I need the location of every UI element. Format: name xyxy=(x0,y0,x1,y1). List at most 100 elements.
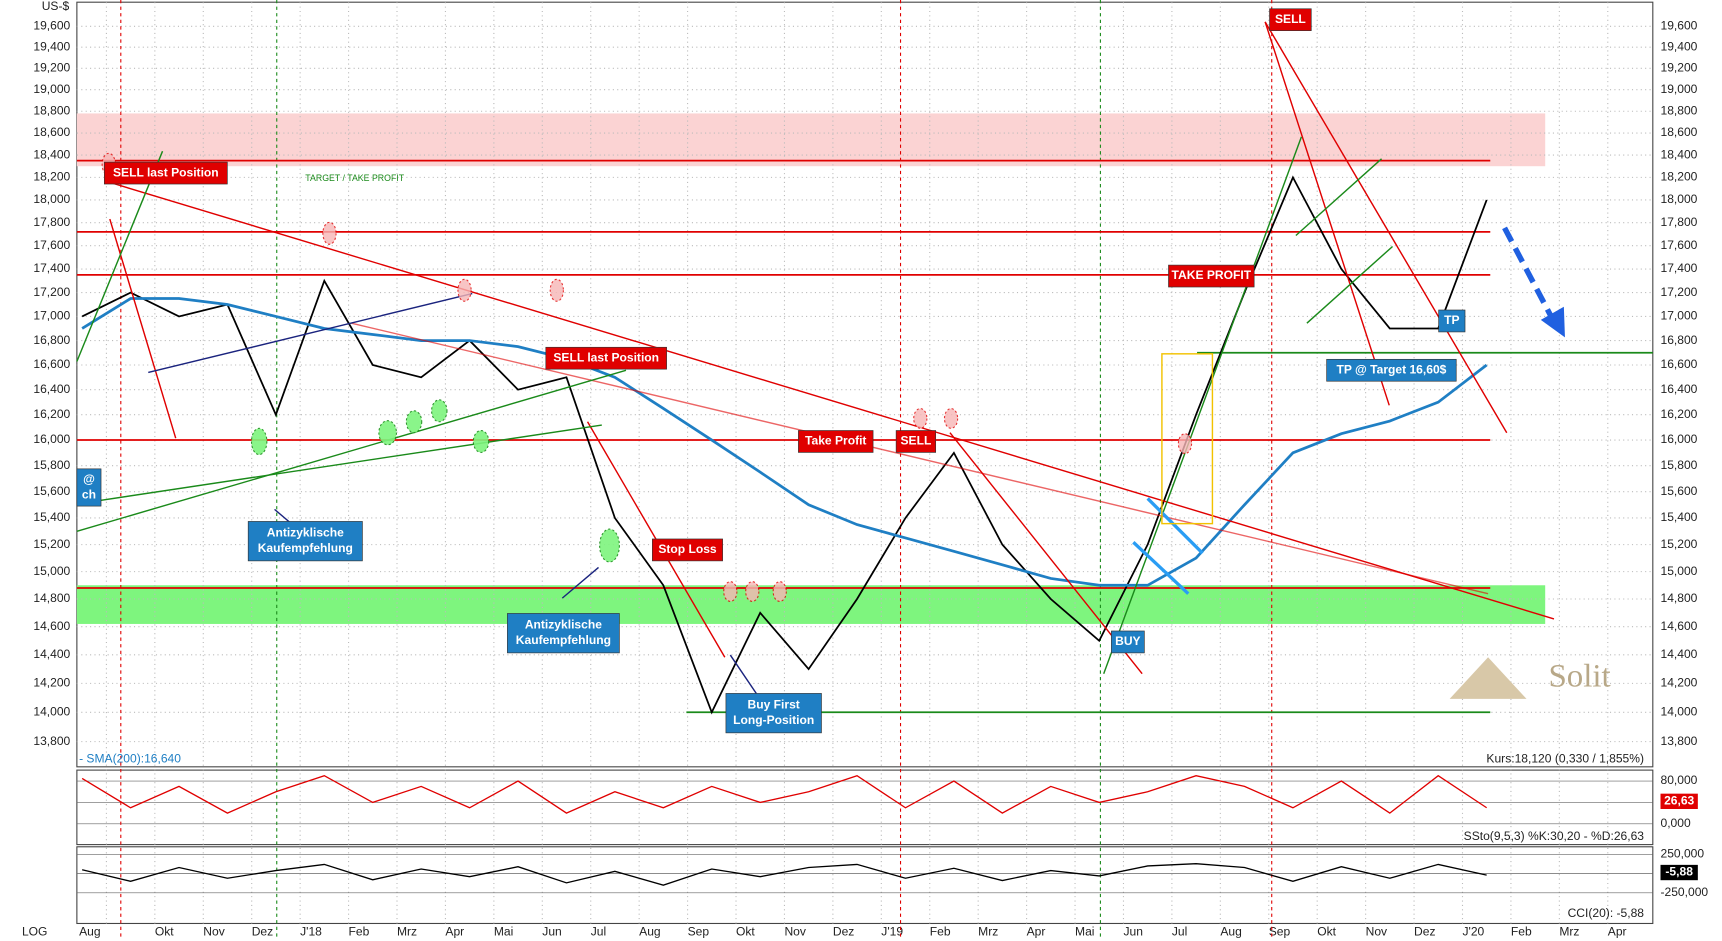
last-value-box xyxy=(1660,793,1698,809)
annotation-text: TP @ Target 16,60$ xyxy=(1337,362,1447,376)
last-value: -5,88 xyxy=(1665,865,1693,879)
y-tick-label: 14,600 xyxy=(33,619,70,633)
x-tick-label: Mai xyxy=(1075,924,1094,938)
x-tick-label: Nov xyxy=(203,924,224,938)
y-tick-label: 17,800 xyxy=(33,215,70,229)
annotation-text: Buy First xyxy=(748,698,800,712)
y-tick-label: 14,000 xyxy=(33,704,70,718)
y-tick-label: 14,400 xyxy=(33,647,70,661)
channel-line xyxy=(148,292,473,374)
y-tick-label: 18,400 xyxy=(33,147,70,161)
sell-marker xyxy=(913,408,928,429)
annotation-box xyxy=(76,468,102,507)
pointer-arrow xyxy=(729,654,759,697)
sell-marker xyxy=(1177,433,1193,455)
y-tick-label: 19,400 xyxy=(33,39,70,53)
last-value: 26,63 xyxy=(1664,794,1694,808)
trend-line xyxy=(76,369,627,532)
x-tick-label: Apr xyxy=(445,924,464,938)
annotation-box xyxy=(725,693,822,734)
sell-marker xyxy=(772,581,787,602)
annotation-text: Kaufempfehlung xyxy=(516,633,611,647)
y-tick-label: 18,000 xyxy=(33,192,70,206)
annotation-box xyxy=(1111,630,1145,654)
annotation-text: ch xyxy=(82,487,96,501)
y-tick-label: 18,200 xyxy=(1660,170,1697,184)
annotation-text: Antizyklische xyxy=(267,526,344,540)
y-tick-label: 17,200 xyxy=(1660,285,1697,299)
y-tick-label: 16,600 xyxy=(33,357,70,371)
annotation-box xyxy=(104,161,228,185)
x-tick-label: Nov xyxy=(1366,924,1387,938)
y-tick-label: 16,400 xyxy=(33,382,70,396)
annotation-text: TAKE PROFIT xyxy=(1172,268,1252,282)
y-axis-label: US-$ xyxy=(42,0,70,13)
y-tick-label: 14,800 xyxy=(33,591,70,605)
trend-line xyxy=(1295,158,1383,237)
annotation-text: TP xyxy=(1444,313,1459,327)
x-tick-label: Feb xyxy=(930,924,951,938)
y-tick-label: 15,400 xyxy=(33,510,70,524)
y-tick-label: 16,800 xyxy=(1660,333,1697,347)
y-tick-label: 17,200 xyxy=(33,285,70,299)
y-tick-label: 19,200 xyxy=(33,61,70,75)
annotation-box xyxy=(1326,358,1457,382)
y-tick-label: 15,200 xyxy=(33,537,70,551)
y-tick-label: 13,800 xyxy=(33,734,70,748)
indicator-tick-label: -250,000 xyxy=(1660,885,1708,899)
indicator-tick-label: 0,000 xyxy=(1660,816,1690,830)
annotation-text: Stop Loss xyxy=(658,542,717,556)
y-tick-label: 17,000 xyxy=(33,309,70,323)
annotation-box xyxy=(247,521,363,562)
x-tick-label: Feb xyxy=(349,924,370,938)
markers xyxy=(250,399,620,563)
cci-panel xyxy=(76,846,1654,925)
y-tick-label: 14,400 xyxy=(1660,647,1697,661)
y-tick-label: 16,000 xyxy=(1660,432,1697,446)
annotation-text: BUY xyxy=(1115,634,1140,648)
y-tick-label: 15,200 xyxy=(1660,537,1697,551)
x-tick-label: Mrz xyxy=(1559,924,1579,938)
buy-marker xyxy=(472,429,490,453)
price-label: Kurs:18,120 (0,330 / 1,855%) xyxy=(1486,751,1644,765)
annotation-box xyxy=(798,430,874,453)
logo-text: Solit xyxy=(1548,659,1610,695)
x-tick-label: Dez xyxy=(833,924,854,938)
x-tick-label: Mrz xyxy=(397,924,417,938)
y-tick-label: 13,800 xyxy=(1660,734,1697,748)
y-tick-label: 16,000 xyxy=(33,432,70,446)
trend-line xyxy=(76,424,602,505)
indicator-label: SSto(9,5,3) %K:30,20 - %D:26,63 xyxy=(1464,829,1645,843)
y-tick-label: 19,600 xyxy=(1660,18,1697,32)
sma-line xyxy=(81,297,1488,587)
signal-lines xyxy=(120,0,1273,937)
annotation-text: Kaufempfehlung xyxy=(258,541,353,555)
trend-line xyxy=(1103,136,1303,674)
y-tick-label: 16,200 xyxy=(33,407,70,421)
annotation-text: Take Profit xyxy=(805,434,866,448)
y-tick-label: 19,600 xyxy=(33,18,70,32)
annotation-text: Long-Position xyxy=(733,713,814,727)
sell-marker xyxy=(322,221,337,245)
last-value-box xyxy=(1660,864,1698,881)
annotation-text: SELL xyxy=(900,434,931,448)
logo: Solit xyxy=(1449,657,1611,699)
y-tick-label: 18,200 xyxy=(33,170,70,184)
annotation-box xyxy=(1438,309,1466,333)
x-tick-label: Aug xyxy=(79,924,100,938)
cci-line xyxy=(81,863,1487,886)
overlay: - SMA(200):16,640 Kurs:18,120 (0,330 / 1,… xyxy=(76,8,1698,920)
buy-marker xyxy=(405,410,423,434)
y-tick-label: 15,400 xyxy=(1660,510,1697,524)
y-tick-label: 17,400 xyxy=(1660,261,1697,275)
stoch-line xyxy=(81,774,1488,814)
x-tick-label: Sep xyxy=(688,924,710,938)
annotation-text: Antizyklische xyxy=(525,618,602,632)
y-tick-label: 16,600 xyxy=(1660,357,1697,371)
y-tick-label: 18,600 xyxy=(33,125,70,139)
y-tick-label: 19,200 xyxy=(1660,61,1697,75)
y-tick-label: 17,000 xyxy=(1660,309,1697,323)
buy-marker xyxy=(431,399,448,423)
x-tick-label: Jun xyxy=(542,924,561,938)
x-tick-label: Mrz xyxy=(978,924,998,938)
